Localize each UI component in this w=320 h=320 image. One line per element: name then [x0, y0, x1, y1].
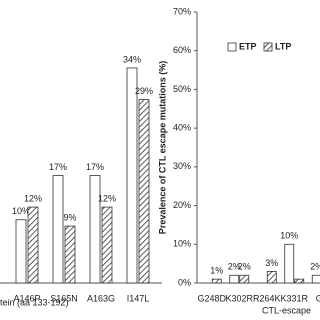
value-label: 12%	[98, 193, 116, 203]
legend-swatch	[263, 42, 273, 52]
bar	[52, 175, 64, 284]
x-tick-label: I147L	[127, 293, 150, 303]
bar	[27, 206, 39, 284]
bar	[64, 225, 76, 284]
y-tick-label: 70%	[173, 6, 191, 16]
y-tick-label: 20%	[173, 200, 191, 210]
bar	[126, 67, 138, 284]
x-tick-label: G2	[316, 293, 320, 303]
x-tick-label: S165N	[50, 293, 78, 303]
value-label: 10%	[12, 206, 30, 216]
value-label: 29%	[135, 86, 153, 96]
bar	[229, 274, 240, 284]
x-axis-label: tein (aa 133-192)	[0, 297, 69, 307]
x-tick-label: A163G	[87, 293, 115, 303]
bar	[138, 99, 150, 284]
legend-swatch	[227, 42, 237, 52]
x-axis-label: CTL-escape	[262, 305, 311, 315]
value-label: 17%	[86, 162, 104, 172]
y-tick-label: 0%	[178, 277, 191, 287]
x-tick-label: K331R	[280, 293, 308, 303]
value-label: 2%	[228, 262, 241, 272]
bar	[294, 278, 305, 284]
bar	[15, 219, 27, 284]
bar	[101, 206, 113, 284]
bar	[266, 270, 277, 284]
y-tick-label: 10%	[173, 239, 191, 249]
value-label: 10%	[280, 231, 298, 241]
y-tick-label: 40%	[173, 123, 191, 133]
value-label: 17%	[49, 162, 67, 172]
value-label: 2%	[310, 262, 320, 272]
x-tick-label: G248D	[197, 293, 226, 303]
y-tick-label: 50%	[173, 84, 191, 94]
bar	[311, 274, 320, 284]
bar	[211, 278, 222, 284]
y-axis-label: Prevalence of CTL escape mutations (%)	[157, 61, 167, 234]
bar	[89, 175, 101, 284]
value-label: 3%	[265, 258, 278, 268]
value-label: 9%	[63, 212, 76, 222]
value-label: 12%	[24, 193, 42, 203]
value-label: 2%	[238, 262, 251, 272]
bar	[284, 243, 295, 284]
x-tick-label: A146P	[13, 293, 40, 303]
x-tick-label: R264K	[253, 293, 281, 303]
x-tick-label: K302R	[225, 293, 253, 303]
bar	[239, 274, 250, 284]
value-label: 34%	[123, 54, 141, 64]
legend-label: LTP	[275, 41, 291, 51]
y-tick-label: 30%	[173, 161, 191, 171]
y-tick-label: 60%	[173, 45, 191, 55]
value-label: 1%	[210, 266, 223, 276]
legend-label: ETP	[239, 41, 257, 51]
